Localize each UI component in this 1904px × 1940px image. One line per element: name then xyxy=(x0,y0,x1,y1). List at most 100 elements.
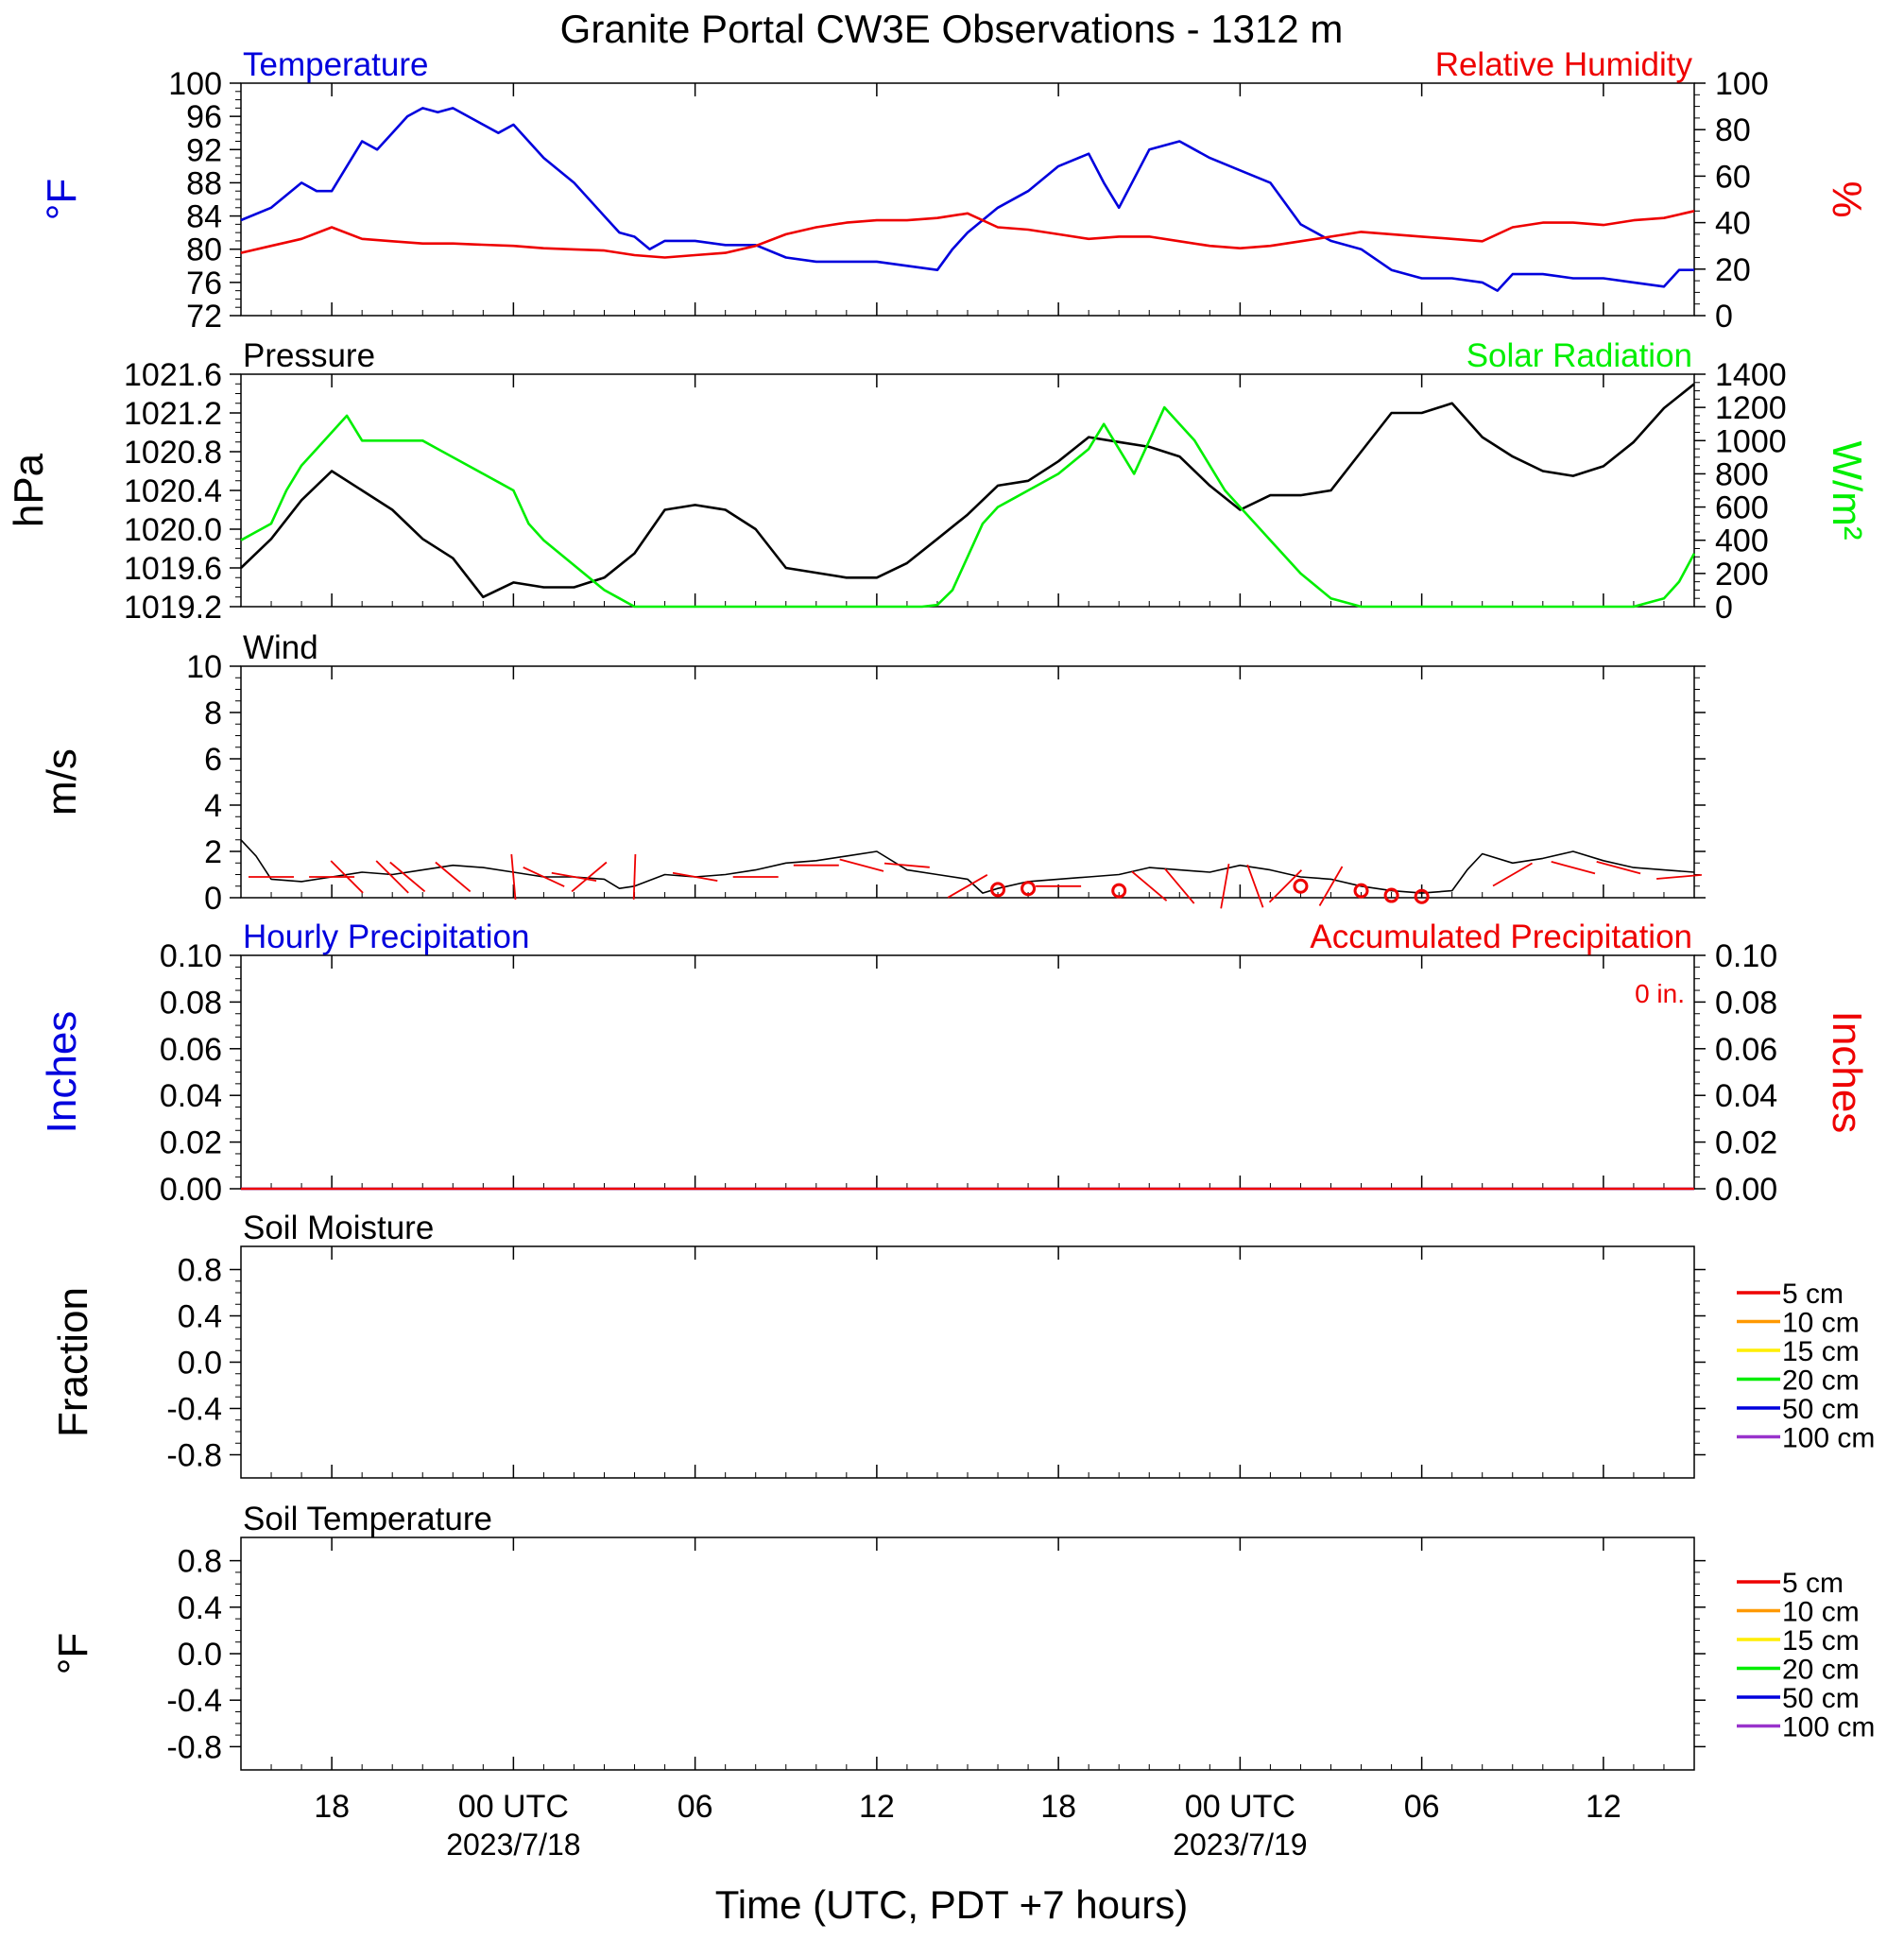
soil-moisture-legend-label-4: 50 cm xyxy=(1782,1394,1860,1425)
pressure-solar-ytick-label-left-4: 1020.8 xyxy=(124,435,222,471)
soil-moisture-legend-label-1: 10 cm xyxy=(1782,1308,1860,1339)
temp-rh-ytick-label-right-0: 0 xyxy=(1715,299,1733,335)
calm-marker-4 xyxy=(1353,883,1369,899)
soil-moisture-legend-label-0: 5 cm xyxy=(1782,1279,1844,1310)
wind-ylabel-left: m/s xyxy=(39,748,85,815)
temp-rh-title-right: Relative Humidity xyxy=(1435,46,1693,83)
soil-temp-ylabel-left: °F xyxy=(50,1633,96,1674)
wind-barb-7 xyxy=(523,866,565,887)
pressure-solar-ytick-label-right-1: 200 xyxy=(1715,557,1769,592)
soil-temp-legend-label-4: 50 cm xyxy=(1782,1683,1860,1714)
temp-rh-ylabel-right: % xyxy=(1824,180,1870,217)
wind-barb-24 xyxy=(1492,862,1533,887)
temp-rh-ytick-label-right-2: 40 xyxy=(1715,206,1751,242)
wind-barb-2 xyxy=(330,860,364,894)
precip-ylabel-right: Inches xyxy=(1824,1011,1870,1134)
wind-barb-3 xyxy=(375,860,409,894)
temp-rh-ytick-label-right-4: 80 xyxy=(1715,112,1751,148)
x-tick-label-1: 00 UTC xyxy=(458,1789,569,1825)
wind-barb-27 xyxy=(1656,874,1702,880)
soil-temp-legend-label-5: 100 cm xyxy=(1782,1712,1875,1743)
wind-barb-10 xyxy=(632,853,637,900)
soil-moisture-legend-label-3: 20 cm xyxy=(1782,1365,1860,1397)
pressure-solar-ytick-label-right-2: 400 xyxy=(1715,524,1769,559)
soil-temp-legend-label-3: 20 cm xyxy=(1782,1655,1860,1686)
x-tick-label-7: 12 xyxy=(1586,1789,1621,1825)
wind-barb-25 xyxy=(1551,861,1596,875)
x-tick-date-5: 2023/7/19 xyxy=(1173,1828,1307,1862)
pressure-solar-ylabel-left: hPa xyxy=(6,453,52,527)
soil-temp-frame xyxy=(240,1537,1695,1771)
wind-ytick-label-left-1: 2 xyxy=(204,834,222,870)
soil-moisture-frame xyxy=(240,1245,1695,1479)
pressure-solar-ytick-label-left-1: 1019.6 xyxy=(124,551,222,587)
precip-annotation: 0 in. xyxy=(1635,979,1685,1008)
wind-barb-21 xyxy=(1246,864,1264,908)
wind-barb-19 xyxy=(1164,867,1195,904)
soil-moisture-ytick-label-left-2: 0.0 xyxy=(178,1346,222,1382)
soil-moisture-ytick-label-left-1: -0.4 xyxy=(166,1392,222,1428)
soil-moisture-legend-label-2: 15 cm xyxy=(1782,1336,1860,1367)
precip-frame xyxy=(240,954,1695,1190)
pressure-solar-series-solar-radiation xyxy=(240,405,1696,609)
wind-barb-15 xyxy=(883,862,930,868)
wind-barb-16 xyxy=(947,874,988,899)
pressure-solar-ytick-label-right-4: 800 xyxy=(1715,456,1769,492)
soil-temp-legend-label-0: 5 cm xyxy=(1782,1568,1844,1599)
x-tick-label-5: 00 UTC xyxy=(1185,1789,1295,1825)
soil-temp-ytick-label-left-0: -0.8 xyxy=(166,1729,222,1765)
pressure-solar-series-pressure xyxy=(240,383,1695,599)
precip-ytick-label-left-5: 0.10 xyxy=(160,938,222,974)
wind-ytick-label-left-3: 6 xyxy=(204,742,222,778)
precip-ytick-label-right-1: 0.02 xyxy=(1715,1125,1777,1161)
soil-moisture-ytick-label-left-3: 0.4 xyxy=(178,1299,222,1335)
wind-series-wind xyxy=(240,839,1695,894)
pressure-solar-title-right: Solar Radiation xyxy=(1467,337,1692,374)
temp-rh-ytick-label-left-2: 80 xyxy=(186,232,222,268)
pressure-solar-ytick-label-right-3: 600 xyxy=(1715,490,1769,526)
pressure-solar-ytick-label-left-6: 1021.6 xyxy=(124,357,222,393)
soil-moisture-legend-label-5: 100 cm xyxy=(1782,1423,1875,1454)
precip-ytick-label-right-3: 0.06 xyxy=(1715,1032,1777,1068)
temp-rh-ytick-label-left-3: 84 xyxy=(186,199,222,235)
soil-temp-title-left: Soil Temperature xyxy=(243,1501,492,1537)
soil-moisture-ylabel-left: Fraction xyxy=(50,1287,96,1437)
precip-ytick-label-left-4: 0.08 xyxy=(160,985,222,1021)
soil-temp-ytick-label-left-2: 0.0 xyxy=(178,1637,222,1673)
pressure-solar-ylabel-right: W/m² xyxy=(1824,440,1870,540)
calm-marker-3 xyxy=(1293,878,1309,894)
pressure-solar-ytick-label-right-0: 0 xyxy=(1715,590,1733,626)
precip-ytick-label-left-1: 0.02 xyxy=(160,1125,222,1161)
calm-marker-1 xyxy=(1021,881,1037,897)
wind-barb-20 xyxy=(1220,863,1230,909)
x-tick-label-0: 18 xyxy=(314,1789,350,1825)
wind-ytick-label-left-5: 10 xyxy=(186,649,222,685)
temp-rh-ytick-label-left-6: 96 xyxy=(186,99,222,135)
wind-title-left: Wind xyxy=(243,629,318,666)
wind-barb-23 xyxy=(1318,866,1344,906)
precip-ytick-label-left-0: 0.00 xyxy=(160,1172,222,1208)
wind-barb-9 xyxy=(571,861,608,893)
temp-rh-ytick-label-right-5: 100 xyxy=(1715,66,1769,102)
pressure-solar-ytick-label-left-2: 1020.0 xyxy=(124,512,222,548)
temp-rh-ytick-label-left-0: 72 xyxy=(186,299,222,335)
temp-rh-ytick-label-right-1: 20 xyxy=(1715,252,1751,288)
x-tick-label-2: 06 xyxy=(678,1789,713,1825)
pressure-solar-ytick-label-right-7: 1400 xyxy=(1715,357,1787,393)
x-tick-label-6: 06 xyxy=(1404,1789,1440,1825)
pressure-solar-title-left: Pressure xyxy=(243,337,375,374)
calm-marker-2 xyxy=(1111,883,1127,899)
pressure-solar-ytick-label-left-3: 1020.4 xyxy=(124,473,222,509)
calm-marker-0 xyxy=(990,882,1006,898)
soil-moisture-title-left: Soil Moisture xyxy=(243,1210,434,1246)
soil-temp-ytick-label-left-4: 0.8 xyxy=(178,1544,222,1580)
precip-ytick-label-right-0: 0.00 xyxy=(1715,1172,1777,1208)
pressure-solar-ytick-label-left-5: 1021.2 xyxy=(124,396,222,432)
precip-ytick-label-right-2: 0.04 xyxy=(1715,1078,1777,1114)
wind-barb-14 xyxy=(839,858,884,872)
wind-ytick-label-left-4: 8 xyxy=(204,695,222,731)
soil-temp-legend-label-1: 10 cm xyxy=(1782,1597,1860,1628)
pressure-solar-ytick-label-right-5: 1000 xyxy=(1715,423,1787,459)
pressure-solar-ytick-label-right-6: 1200 xyxy=(1715,390,1787,426)
